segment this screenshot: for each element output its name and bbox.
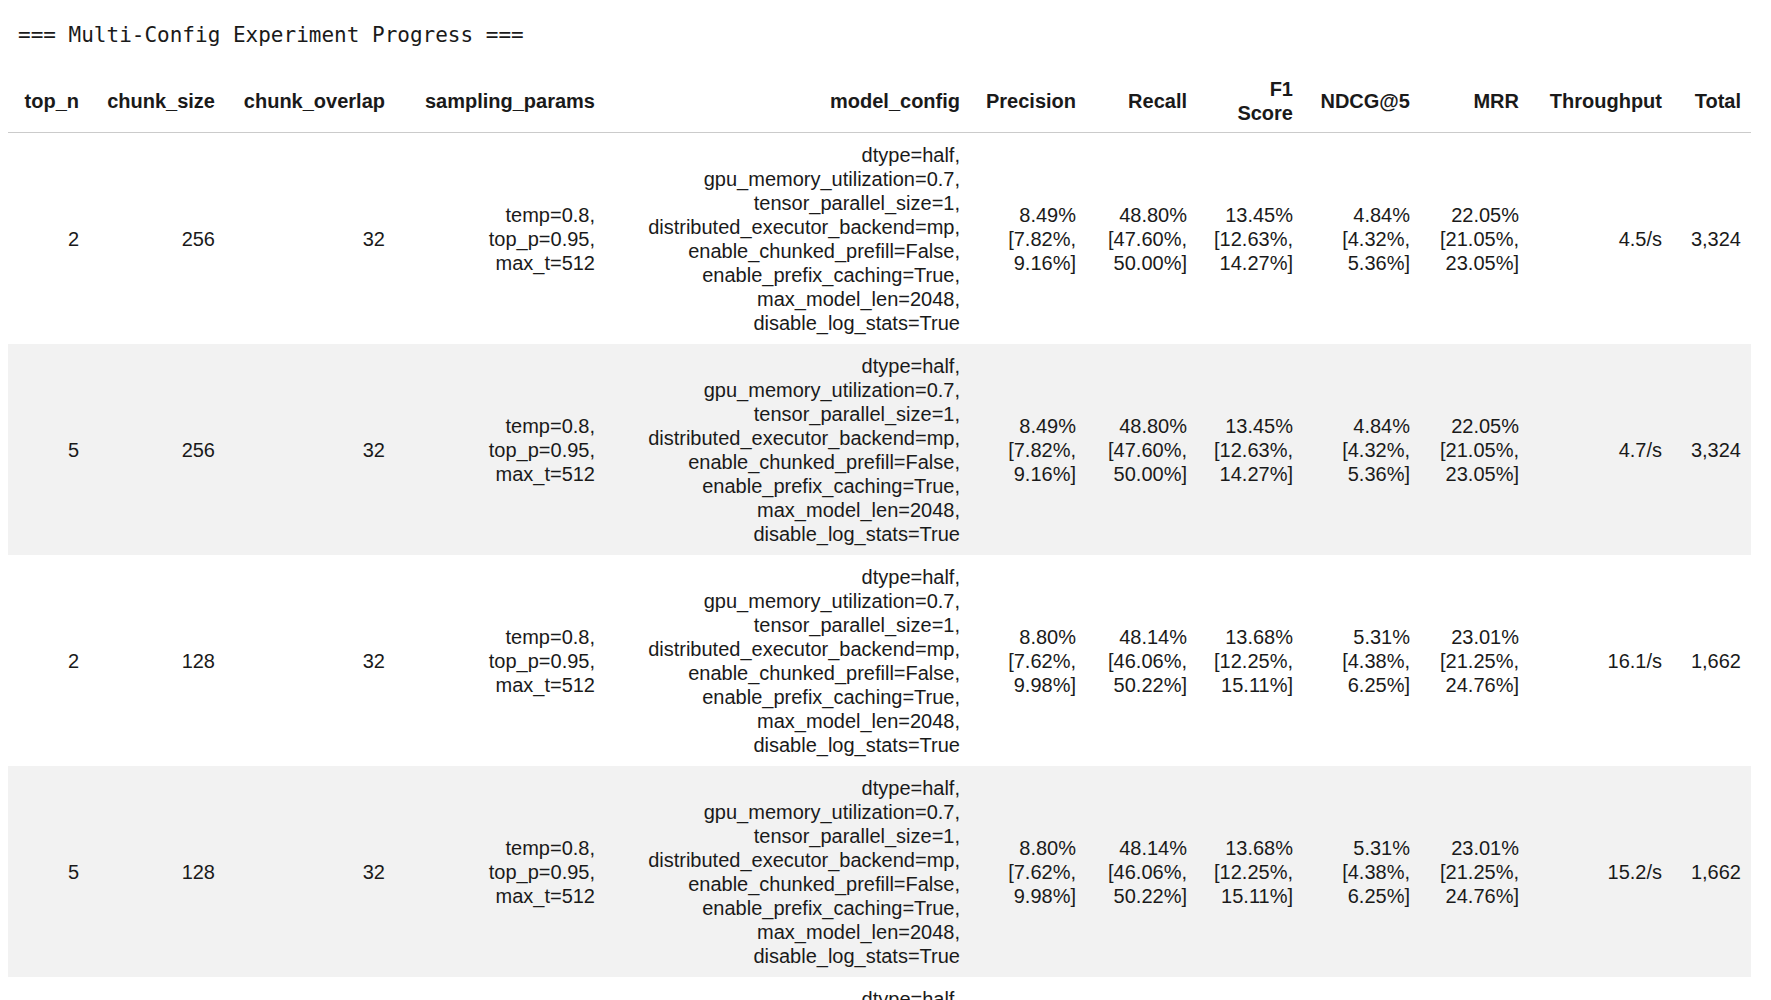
cell-chunk-size: 128 (89, 555, 225, 766)
table-row: 5 128 32 temp=0.8, top_p=0.95, max_t=512… (8, 766, 1751, 977)
cell-mrr: 22.05% [21.05%, 23.05%] (1420, 133, 1529, 345)
column-header-recall: Recall (1086, 70, 1197, 133)
cell-total (1672, 977, 1751, 1000)
cell-chunk-overlap: 32 (225, 344, 395, 555)
cell-f1-score: 13.68% [12.25%, 15.11%] (1197, 555, 1303, 766)
table-row: dtype=half, (8, 977, 1751, 1000)
experiment-progress-table: top_n chunk_size chunk_overlap sampling_… (8, 70, 1751, 1000)
cell-top-n (8, 977, 89, 1000)
column-header-chunk-size: chunk_size (89, 70, 225, 133)
column-header-top-n: top_n (8, 70, 89, 133)
cell-model-config: dtype=half, (605, 977, 970, 1000)
cell-sampling-params: temp=0.8, top_p=0.95, max_t=512 (395, 555, 605, 766)
cell-mrr: 23.01% [21.25%, 24.76%] (1420, 555, 1529, 766)
table-row: 2 256 32 temp=0.8, top_p=0.95, max_t=512… (8, 133, 1751, 345)
cell-sampling-params (395, 977, 605, 1000)
cell-total: 1,662 (1672, 555, 1751, 766)
cell-precision: 8.49% [7.82%, 9.16%] (970, 344, 1086, 555)
cell-recall: 48.80% [47.60%, 50.00%] (1086, 133, 1197, 345)
cell-recall: 48.14% [46.06%, 50.22%] (1086, 555, 1197, 766)
cell-ndcg5: 5.31% [4.38%, 6.25%] (1303, 555, 1420, 766)
cell-chunk-size: 256 (89, 344, 225, 555)
cell-total: 3,324 (1672, 133, 1751, 345)
cell-chunk-size: 128 (89, 766, 225, 977)
cell-sampling-params: temp=0.8, top_p=0.95, max_t=512 (395, 133, 605, 345)
cell-total: 1,662 (1672, 766, 1751, 977)
column-header-f1-score: F1 Score (1197, 70, 1303, 133)
cell-precision: 8.80% [7.62%, 9.98%] (970, 766, 1086, 977)
cell-mrr: 22.05% [21.05%, 23.05%] (1420, 344, 1529, 555)
table-row: 2 128 32 temp=0.8, top_p=0.95, max_t=512… (8, 555, 1751, 766)
column-header-total: Total (1672, 70, 1751, 133)
cell-recall (1086, 977, 1197, 1000)
column-header-throughput: Throughput (1529, 70, 1672, 133)
cell-sampling-params: temp=0.8, top_p=0.95, max_t=512 (395, 344, 605, 555)
cell-mrr (1420, 977, 1529, 1000)
cell-sampling-params: temp=0.8, top_p=0.95, max_t=512 (395, 766, 605, 977)
column-header-sampling-params: sampling_params (395, 70, 605, 133)
cell-chunk-overlap: 32 (225, 133, 395, 345)
column-header-precision: Precision (970, 70, 1086, 133)
column-header-model-config: model_config (605, 70, 970, 133)
cell-recall: 48.80% [47.60%, 50.00%] (1086, 344, 1197, 555)
cell-ndcg5: 4.84% [4.32%, 5.36%] (1303, 344, 1420, 555)
column-header-mrr: MRR (1420, 70, 1529, 133)
cell-precision: 8.49% [7.82%, 9.16%] (970, 133, 1086, 345)
cell-f1-score: 13.68% [12.25%, 15.11%] (1197, 766, 1303, 977)
cell-ndcg5: 5.31% [4.38%, 6.25%] (1303, 766, 1420, 977)
cell-throughput: 4.5/s (1529, 133, 1672, 345)
cell-total: 3,324 (1672, 344, 1751, 555)
cell-model-config: dtype=half, gpu_memory_utilization=0.7, … (605, 766, 970, 977)
column-header-ndcg5: NDCG@5 (1303, 70, 1420, 133)
column-header-chunk-overlap: chunk_overlap (225, 70, 395, 133)
cell-top-n: 2 (8, 555, 89, 766)
cell-throughput: 15.2/s (1529, 766, 1672, 977)
cell-chunk-overlap: 32 (225, 766, 395, 977)
header-row: top_n chunk_size chunk_overlap sampling_… (8, 70, 1751, 133)
cell-ndcg5: 4.84% [4.32%, 5.36%] (1303, 133, 1420, 345)
cell-recall: 48.14% [46.06%, 50.22%] (1086, 766, 1197, 977)
cell-precision (970, 977, 1086, 1000)
cell-top-n: 5 (8, 766, 89, 977)
page-title: === Multi-Config Experiment Progress === (18, 22, 1771, 48)
cell-chunk-size (89, 977, 225, 1000)
cell-top-n: 5 (8, 344, 89, 555)
cell-model-config: dtype=half, gpu_memory_utilization=0.7, … (605, 344, 970, 555)
cell-f1-score: 13.45% [12.63%, 14.27%] (1197, 344, 1303, 555)
cell-throughput: 16.1/s (1529, 555, 1672, 766)
cell-mrr: 23.01% [21.25%, 24.76%] (1420, 766, 1529, 977)
cell-chunk-overlap: 32 (225, 555, 395, 766)
cell-top-n: 2 (8, 133, 89, 345)
cell-precision: 8.80% [7.62%, 9.98%] (970, 555, 1086, 766)
cell-f1-score: 13.45% [12.63%, 14.27%] (1197, 133, 1303, 345)
table-row: 5 256 32 temp=0.8, top_p=0.95, max_t=512… (8, 344, 1751, 555)
cell-model-config: dtype=half, gpu_memory_utilization=0.7, … (605, 133, 970, 345)
cell-chunk-size: 256 (89, 133, 225, 345)
cell-throughput: 4.7/s (1529, 344, 1672, 555)
cell-throughput (1529, 977, 1672, 1000)
cell-ndcg5 (1303, 977, 1420, 1000)
cell-model-config: dtype=half, gpu_memory_utilization=0.7, … (605, 555, 970, 766)
cell-chunk-overlap (225, 977, 395, 1000)
cell-f1-score (1197, 977, 1303, 1000)
